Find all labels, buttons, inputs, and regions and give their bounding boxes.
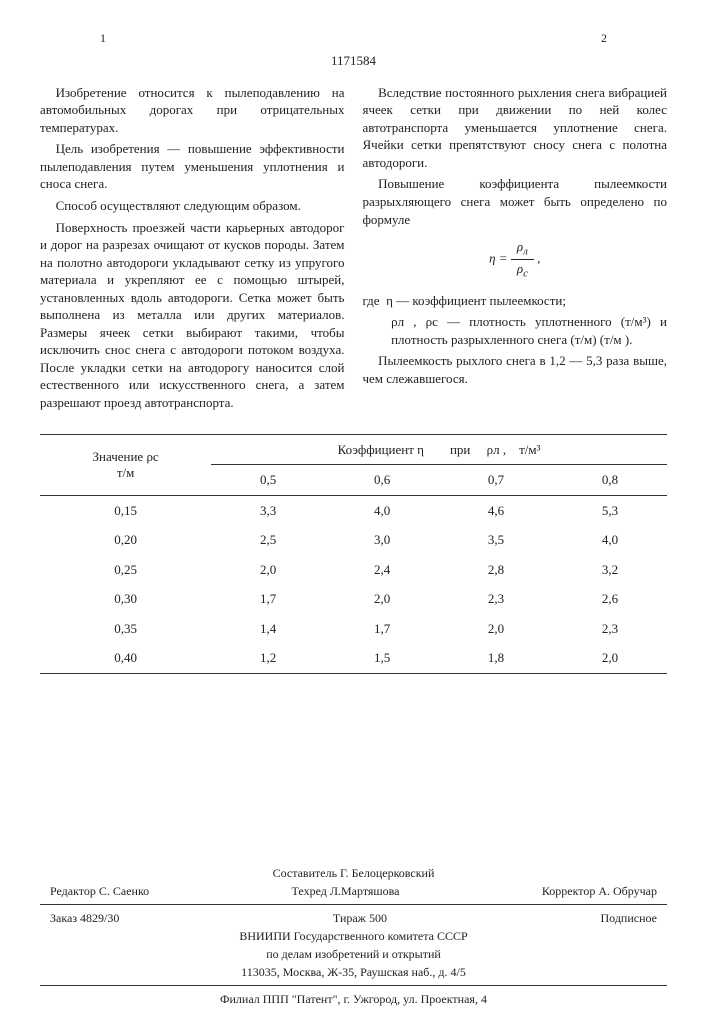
branch: Филиал ППП "Патент", г. Ужгород, ул. Про… xyxy=(40,990,667,1008)
formula: η = ρл ρс , xyxy=(363,238,668,281)
spacer xyxy=(40,674,667,854)
page-num-right: 2 xyxy=(601,30,607,46)
editor: Редактор С. Саенко xyxy=(50,882,149,900)
table-row: 0,202,53,03,54,0 xyxy=(40,525,667,555)
order: Заказ 4829/30 xyxy=(50,909,119,927)
col-h-2: 0,7 xyxy=(439,465,553,496)
tbl-head-center: Коэффициент η при ρл , т/м³ xyxy=(211,434,667,465)
left-column: Изобретение относится к пылеподавлению н… xyxy=(40,84,345,416)
addr1: 113035, Москва, Ж-35, Раушская наб., д. … xyxy=(40,963,667,981)
table-row: 0,401,21,51,82,0 xyxy=(40,643,667,673)
para-r1: Вследствие постоянного рыхления снега ви… xyxy=(363,84,668,172)
col-h-3: 0,8 xyxy=(553,465,667,496)
para-4: Поверхность проезжей части карьерных авт… xyxy=(40,219,345,412)
page-num-left: 1 xyxy=(100,30,106,46)
col-h-1: 0,6 xyxy=(325,465,439,496)
footer-block: Составитель Г. Белоцерковский Редактор С… xyxy=(40,864,667,1008)
document-id: 1171584 xyxy=(40,52,667,70)
coefficient-table: Значение ρс т/м Коэффициент η при ρл , т… xyxy=(40,434,667,674)
footer-row-2: Заказ 4829/30 Тираж 500 Подписное xyxy=(40,909,667,927)
org2: по делам изобретений и открытий xyxy=(40,945,667,963)
where-1: где η — коэффициент пылеемкости; xyxy=(363,292,668,310)
org1: ВНИИПИ Государственного комитета СССР xyxy=(40,927,667,945)
tbl-head-left: Значение ρс т/м xyxy=(40,434,211,495)
para-2: Цель изобретения — повышение эффективнос… xyxy=(40,140,345,193)
tehred: Техред Л.Мартяшова xyxy=(292,882,400,900)
compiler: Составитель Г. Белоцерковский xyxy=(40,864,667,882)
para-3: Способ осуществляют следующим образом. xyxy=(40,197,345,215)
table-row: 0,351,41,72,02,3 xyxy=(40,614,667,644)
tirazh: Тираж 500 xyxy=(333,909,387,927)
body-columns: Изобретение относится к пылеподавлению н… xyxy=(40,84,667,416)
where-2: ρл , ρс — плотность уплотненного (т/м³) … xyxy=(363,313,668,348)
para-r3: Пылеемкость рыхлого снега в 1,2 — 5,3 ра… xyxy=(363,352,668,387)
table-row: 0,252,02,42,83,2 xyxy=(40,555,667,585)
para-1: Изобретение относится к пылеподавлению н… xyxy=(40,84,345,137)
col-h-0: 0,5 xyxy=(211,465,325,496)
page-numbers: 1 2 xyxy=(40,30,667,46)
table-row: 0,301,72,02,32,6 xyxy=(40,584,667,614)
subscription: Подписное xyxy=(601,909,658,927)
right-column: Вследствие постоянного рыхления снега ви… xyxy=(363,84,668,416)
para-r2: Повышение коэффициента пылеемкости разры… xyxy=(363,175,668,228)
table-row: 0,153,34,04,65,3 xyxy=(40,495,667,525)
corrector: Корректор А. Обручар xyxy=(542,882,657,900)
footer-row-1: Редактор С. Саенко Техред Л.Мартяшова Ко… xyxy=(40,882,667,900)
